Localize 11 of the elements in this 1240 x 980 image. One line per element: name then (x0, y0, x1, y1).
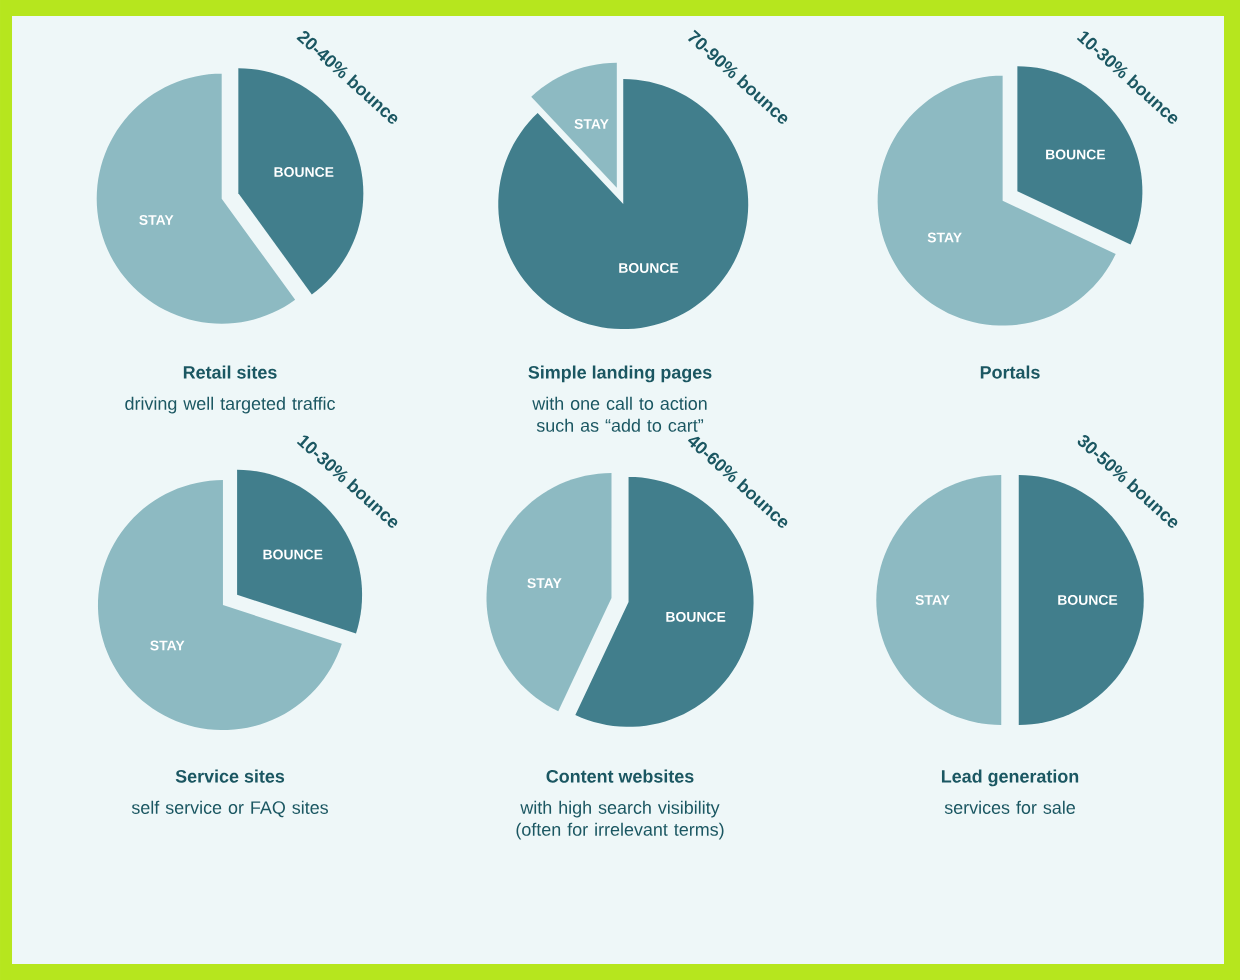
text: Portals (980, 365, 1040, 379)
text: with high search visibility (often for irrelevant terms) (516, 800, 724, 840)
text: Lead generation (941, 769, 1079, 787)
text: with one call to action such as “add to cart” (532, 396, 707, 432)
text: self service or FAQ sites (131, 800, 328, 818)
text: Simple landing pages (528, 365, 712, 383)
text: Retail sites (183, 365, 277, 379)
text: services for sale (944, 800, 1075, 814)
text: Service sites (175, 769, 285, 783)
text: driving well targeted traffic (125, 396, 336, 414)
text: Content websites (546, 769, 694, 783)
